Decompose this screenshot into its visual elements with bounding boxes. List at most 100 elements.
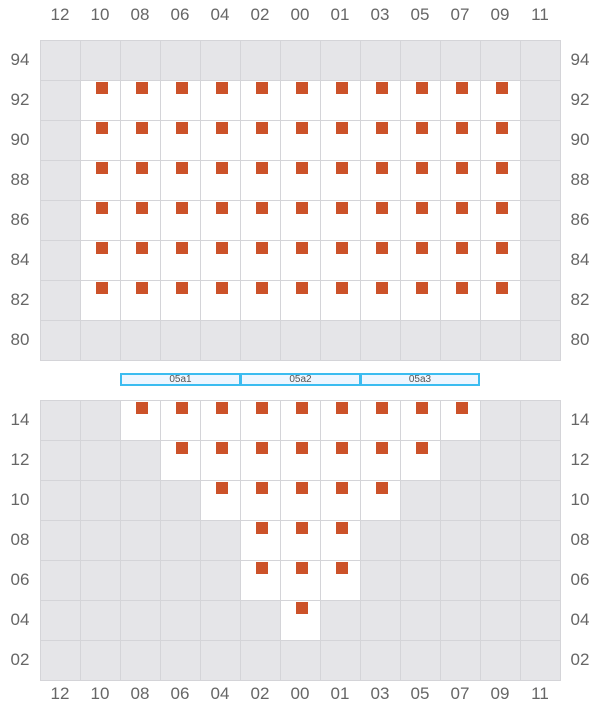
seat[interactable] xyxy=(416,402,428,414)
seat[interactable] xyxy=(376,402,388,414)
seat[interactable] xyxy=(496,162,508,174)
seat[interactable] xyxy=(376,162,388,174)
seat[interactable] xyxy=(256,482,268,494)
seat[interactable] xyxy=(256,402,268,414)
seat[interactable] xyxy=(416,282,428,294)
seat[interactable] xyxy=(496,242,508,254)
seat[interactable] xyxy=(336,482,348,494)
seat[interactable] xyxy=(496,82,508,94)
seat[interactable] xyxy=(296,82,308,94)
seat[interactable] xyxy=(336,562,348,574)
seat[interactable] xyxy=(176,282,188,294)
seat[interactable] xyxy=(376,202,388,214)
seat[interactable] xyxy=(376,82,388,94)
seat[interactable] xyxy=(256,562,268,574)
seat[interactable] xyxy=(96,82,108,94)
seat[interactable] xyxy=(256,282,268,294)
seat[interactable] xyxy=(456,122,468,134)
seat[interactable] xyxy=(96,242,108,254)
seat[interactable] xyxy=(336,82,348,94)
seat[interactable] xyxy=(216,82,228,94)
seat[interactable] xyxy=(216,202,228,214)
seat[interactable] xyxy=(336,122,348,134)
seat[interactable] xyxy=(376,442,388,454)
seat[interactable] xyxy=(296,482,308,494)
seat[interactable] xyxy=(176,402,188,414)
seat[interactable] xyxy=(296,522,308,534)
seat[interactable] xyxy=(216,162,228,174)
seat[interactable] xyxy=(136,402,148,414)
seat[interactable] xyxy=(176,162,188,174)
seat[interactable] xyxy=(496,202,508,214)
seat[interactable] xyxy=(416,202,428,214)
seat[interactable] xyxy=(216,442,228,454)
seat[interactable] xyxy=(456,402,468,414)
seat[interactable] xyxy=(96,202,108,214)
seat[interactable] xyxy=(336,282,348,294)
seat[interactable] xyxy=(296,122,308,134)
seat[interactable] xyxy=(96,282,108,294)
seat[interactable] xyxy=(256,242,268,254)
seat[interactable] xyxy=(416,442,428,454)
seat[interactable] xyxy=(296,442,308,454)
seat[interactable] xyxy=(496,282,508,294)
seat[interactable] xyxy=(376,122,388,134)
seat[interactable] xyxy=(136,162,148,174)
seat[interactable] xyxy=(456,162,468,174)
seat[interactable] xyxy=(176,242,188,254)
seat[interactable] xyxy=(256,122,268,134)
seat[interactable] xyxy=(296,242,308,254)
section-label-05a1[interactable]: 05a1 xyxy=(120,373,241,386)
seat[interactable] xyxy=(256,162,268,174)
seat[interactable] xyxy=(96,162,108,174)
section-label-05a2[interactable]: 05a2 xyxy=(240,373,361,386)
seat[interactable] xyxy=(336,442,348,454)
seat[interactable] xyxy=(416,242,428,254)
seat[interactable] xyxy=(216,242,228,254)
seat[interactable] xyxy=(336,402,348,414)
seat[interactable] xyxy=(256,442,268,454)
seat[interactable] xyxy=(96,122,108,134)
seat-cell xyxy=(440,160,481,201)
seat[interactable] xyxy=(176,82,188,94)
seat[interactable] xyxy=(136,202,148,214)
seat[interactable] xyxy=(216,482,228,494)
seat[interactable] xyxy=(376,282,388,294)
seat[interactable] xyxy=(296,162,308,174)
seat[interactable] xyxy=(296,282,308,294)
seat[interactable] xyxy=(296,202,308,214)
unavailable-cell xyxy=(520,160,561,201)
seat[interactable] xyxy=(136,82,148,94)
seat[interactable] xyxy=(496,122,508,134)
seat[interactable] xyxy=(216,402,228,414)
seat[interactable] xyxy=(296,602,308,614)
seat[interactable] xyxy=(256,202,268,214)
seat[interactable] xyxy=(176,442,188,454)
seat[interactable] xyxy=(336,242,348,254)
seat[interactable] xyxy=(336,162,348,174)
seat[interactable] xyxy=(296,562,308,574)
seat[interactable] xyxy=(296,402,308,414)
seat[interactable] xyxy=(456,82,468,94)
seat[interactable] xyxy=(456,202,468,214)
section-label-05a3[interactable]: 05a3 xyxy=(360,373,480,386)
seat[interactable] xyxy=(176,122,188,134)
seat[interactable] xyxy=(416,122,428,134)
seat[interactable] xyxy=(456,242,468,254)
seat[interactable] xyxy=(216,122,228,134)
seat[interactable] xyxy=(256,522,268,534)
seat[interactable] xyxy=(216,282,228,294)
seat[interactable] xyxy=(416,82,428,94)
seat[interactable] xyxy=(456,282,468,294)
seat[interactable] xyxy=(136,282,148,294)
seat[interactable] xyxy=(336,202,348,214)
seat[interactable] xyxy=(256,82,268,94)
seat[interactable] xyxy=(416,162,428,174)
seat[interactable] xyxy=(336,522,348,534)
seat[interactable] xyxy=(176,202,188,214)
seat[interactable] xyxy=(136,242,148,254)
seat[interactable] xyxy=(136,122,148,134)
seat[interactable] xyxy=(376,242,388,254)
seat-cell xyxy=(160,440,201,481)
seat[interactable] xyxy=(376,482,388,494)
